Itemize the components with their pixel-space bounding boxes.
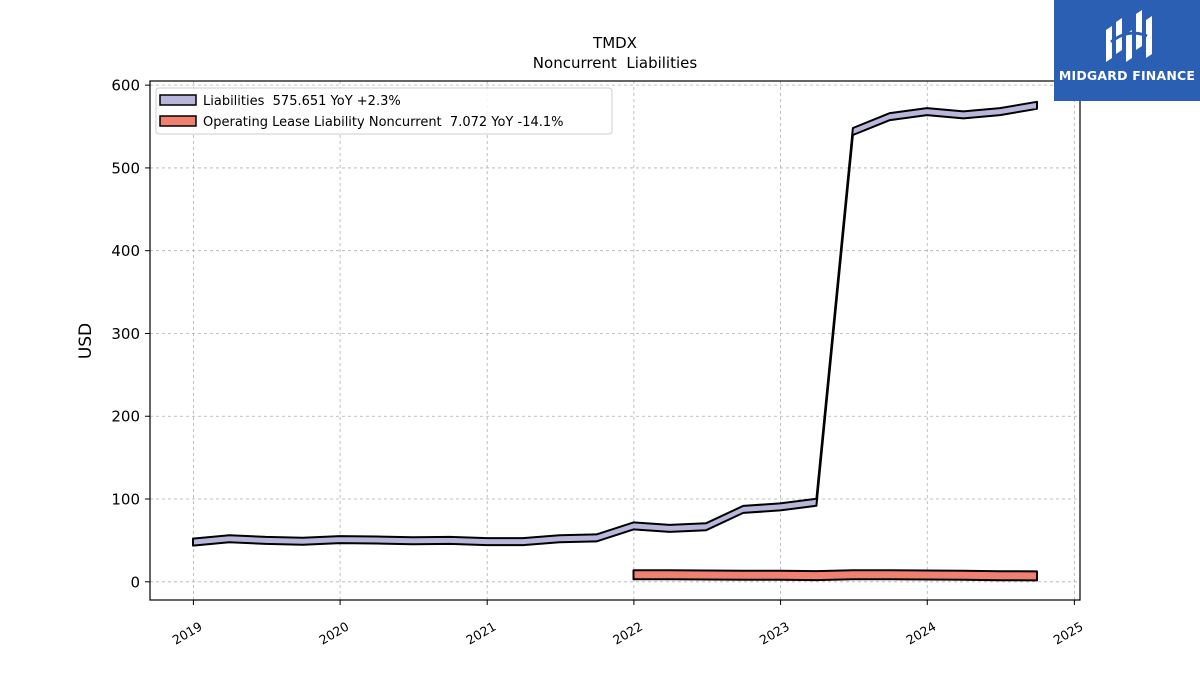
- data-point: [743, 509, 744, 510]
- x-tick-label: 2023: [757, 619, 792, 648]
- legend-swatch-1: [159, 94, 197, 106]
- x-tick-label: 2022: [610, 619, 645, 648]
- data-point: [706, 574, 707, 575]
- legend-label-1: Liabilities 575.651 YoY +2.3%: [203, 94, 401, 109]
- data-point: [339, 539, 340, 540]
- data-point: [376, 539, 377, 540]
- data-point: [486, 541, 487, 542]
- logo-text: MIDGARD FINANCE: [1058, 68, 1196, 83]
- data-point: [780, 506, 781, 507]
- data-point: [669, 528, 670, 529]
- data-point: [743, 575, 744, 576]
- chart-subtitle: Noncurrent Liabilities: [533, 54, 698, 72]
- data-point: [963, 114, 964, 115]
- legend: Liabilities 575.651 YoY +2.3% Operating L…: [155, 87, 613, 135]
- data-point: [816, 502, 817, 503]
- data-point: [999, 111, 1000, 112]
- data-point: [816, 575, 817, 576]
- data-point: [633, 525, 634, 526]
- legend-box: [155, 87, 613, 135]
- data-point: [522, 541, 523, 542]
- y-tick-label: 100: [111, 491, 140, 509]
- y-tick-label: 200: [111, 408, 140, 426]
- x-tick-label: 2024: [904, 619, 939, 648]
- data-point: [889, 116, 890, 117]
- logo-badge: MIDGARD FINANCE: [1054, 0, 1200, 101]
- data-point: [926, 574, 927, 575]
- grid: [150, 81, 1080, 600]
- midgard-logo-icon: [1106, 10, 1152, 62]
- y-tick-label: 500: [111, 159, 140, 177]
- y-tick-label: 0: [130, 573, 140, 591]
- y-tick-label: 600: [111, 77, 140, 95]
- axes: 0 100 200 300 400 500 600 2019 2020 2021 2022 2023 2…: [111, 77, 1085, 648]
- y-tick-label: 300: [111, 325, 140, 343]
- x-tick-label: 2019: [170, 619, 205, 648]
- data-point: [780, 575, 781, 576]
- data-point: [229, 538, 230, 539]
- legend-label-2: Operating Lease Liability Noncurrent 7.0…: [203, 115, 564, 130]
- data-point: [412, 540, 413, 541]
- data-point: [192, 541, 193, 542]
- data-point: [265, 540, 266, 541]
- data-point: [559, 538, 560, 539]
- series-band-1: [192, 100, 1038, 547]
- x-tick-label: 2025: [1051, 619, 1086, 648]
- data-point: [596, 537, 597, 538]
- plot-frame: [149, 80, 1081, 601]
- data-point: [1036, 575, 1037, 576]
- x-tick-label: 2020: [316, 619, 351, 648]
- data-point: [889, 574, 890, 575]
- data-point: [852, 574, 853, 575]
- series-layer: [192, 100, 1038, 582]
- y-axis-label: USD: [76, 323, 96, 359]
- data-point: [852, 131, 853, 132]
- x-tick-label: 2021: [463, 619, 498, 648]
- series-band-2: [632, 569, 1038, 582]
- y-tick-label: 400: [111, 242, 140, 260]
- data-point: [926, 111, 927, 112]
- data-point: [963, 575, 964, 576]
- data-point: [302, 541, 303, 542]
- data-point: [669, 574, 670, 575]
- data-point: [1036, 105, 1037, 106]
- chart-title: TMDX: [592, 34, 637, 52]
- data-point: [633, 574, 634, 575]
- data-point: [706, 526, 707, 527]
- data-point: [449, 540, 450, 541]
- legend-swatch-2: [159, 115, 197, 127]
- data-point: [999, 575, 1000, 576]
